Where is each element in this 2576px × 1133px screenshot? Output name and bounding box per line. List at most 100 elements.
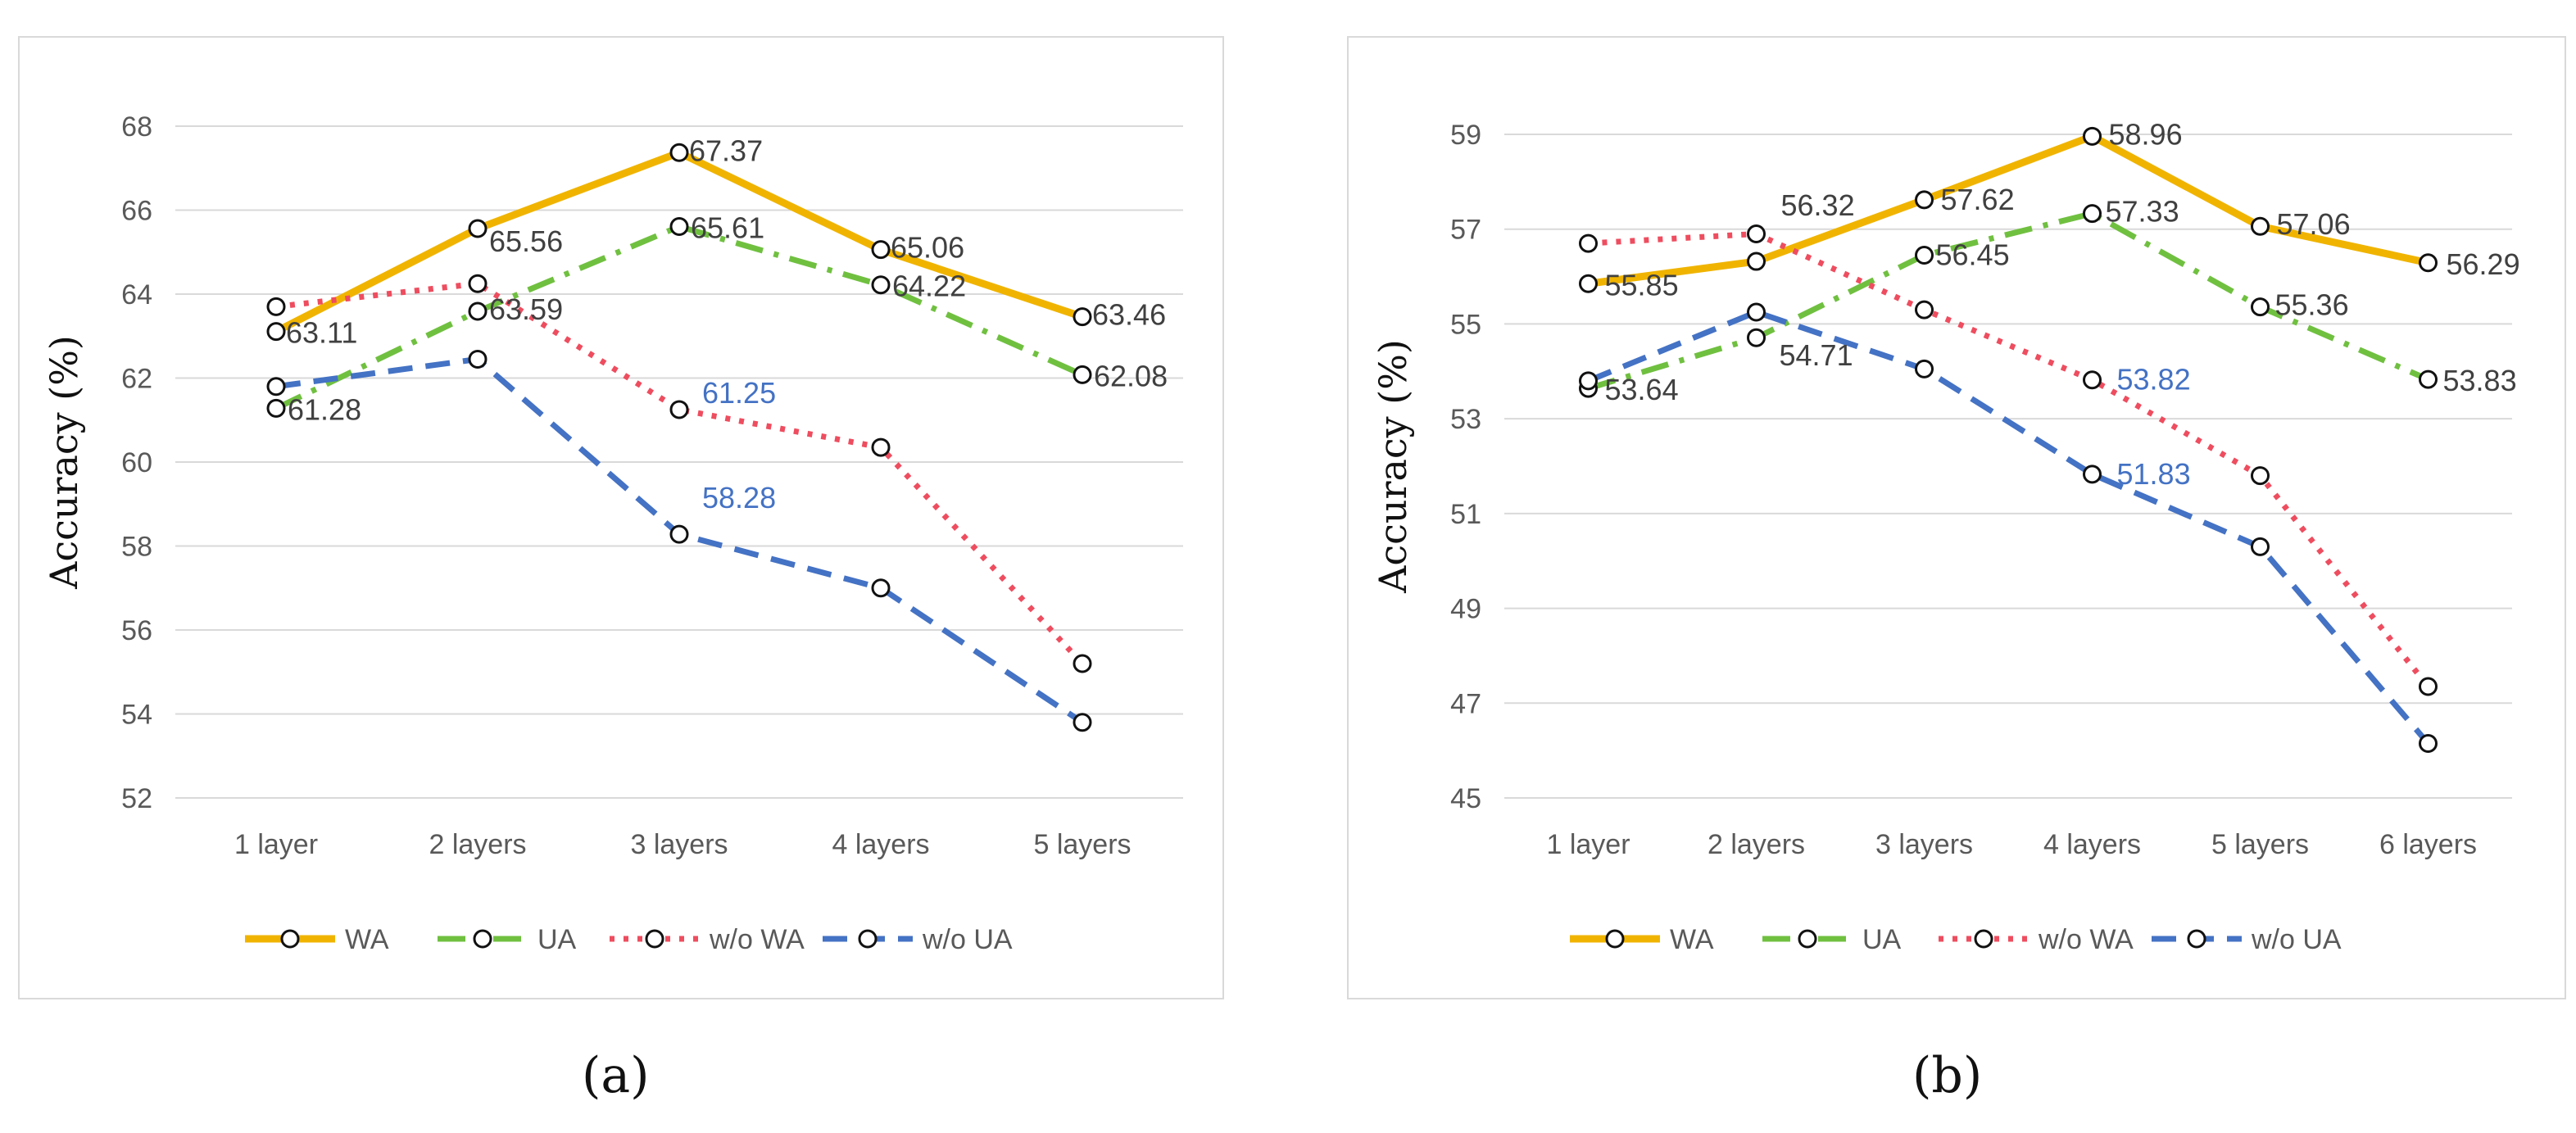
x-tick-label: 4 layers: [2043, 829, 2141, 860]
legend-marker: [1605, 929, 1625, 949]
legend-marker: [280, 929, 300, 949]
y-tick-label: 66: [121, 196, 152, 227]
data-label: 63.11: [286, 316, 357, 350]
x-tick-label: 5 layers: [1033, 829, 1131, 860]
x-tick-label: 1 layer: [234, 829, 318, 860]
x-tick-label: 3 layers: [630, 829, 728, 860]
data-label: 55.85: [1605, 268, 1679, 301]
data-point-marker: [871, 240, 891, 260]
x-tick-label: 6 layers: [2379, 829, 2477, 860]
x-tick-label: 2 layers: [1708, 829, 1805, 860]
data-point-marker: [871, 578, 891, 598]
x-tick-label: 5 layers: [2211, 829, 2309, 860]
data-label: 58.28: [702, 481, 776, 514]
data-point-marker: [468, 274, 488, 293]
data-point-marker: [2251, 537, 2270, 556]
caption-a: (a): [582, 1047, 650, 1104]
data-label: 63.46: [1092, 298, 1166, 332]
data-label: 56.32: [1781, 188, 1855, 222]
legend-label: w/o UA: [922, 924, 1013, 955]
data-label: 65.06: [891, 231, 964, 265]
data-point-marker: [669, 216, 689, 236]
data-label: 61.25: [702, 376, 776, 410]
data-point-marker: [1073, 365, 1092, 384]
data-label: 62.08: [1094, 359, 1168, 392]
data-point-marker: [1747, 252, 1766, 271]
data-label: 54.71: [1780, 338, 1853, 372]
data-point-marker: [1073, 654, 1092, 673]
y-tick-label: 58: [121, 532, 152, 563]
data-point-marker: [468, 349, 488, 369]
data-point-marker: [1747, 328, 1766, 347]
data-point-marker: [2083, 465, 2102, 484]
data-point-marker: [1073, 307, 1092, 327]
legend-label: WA: [1670, 924, 1714, 955]
y-tick-label: 52: [121, 783, 152, 814]
data-point-marker: [266, 377, 286, 397]
data-label: 57.62: [1941, 183, 2015, 216]
data-label: 53.64: [1605, 373, 1679, 406]
series-line-ua: [274, 223, 1084, 411]
data-label: 53.83: [2443, 364, 2517, 397]
y-tick-label: 62: [121, 364, 152, 395]
chart-panel-b: 45 47 49 51 53 55 57 59 1 layer 2 layers 3 layers 4…: [1347, 36, 2566, 999]
y-tick-label: 64: [121, 279, 152, 310]
y-tick-label: 53: [1450, 404, 1481, 435]
data-point-marker: [1747, 302, 1766, 322]
data-point-marker: [871, 275, 891, 295]
y-tick-label: 68: [121, 111, 152, 143]
legend-label: WA: [345, 924, 389, 955]
y-tick-label: 47: [1450, 688, 1481, 719]
legend-label: w/o UA: [2251, 924, 2342, 955]
data-label: 67.37: [689, 134, 763, 167]
data-point-marker: [2419, 677, 2438, 696]
data-point-marker: [2083, 370, 2102, 390]
caption-b: (b): [1912, 1047, 1983, 1104]
y-tick-label: 55: [1450, 309, 1481, 340]
data-point-marker: [2083, 126, 2102, 146]
data-point-marker: [669, 400, 689, 419]
data-point-marker: [1915, 190, 1934, 210]
y-tick-label: 45: [1450, 783, 1481, 814]
x-tick-label: 3 layers: [1875, 829, 1973, 860]
data-point-marker: [1579, 274, 1598, 293]
data-label: 55.36: [2275, 288, 2349, 322]
data-point-marker: [1915, 300, 1934, 320]
data-label: 61.28: [288, 392, 361, 426]
data-label: 56.29: [2447, 247, 2520, 281]
data-point-marker: [2251, 466, 2270, 486]
series-line-wa: [1587, 132, 2429, 288]
legend-marker: [645, 929, 664, 949]
data-point-marker: [1915, 246, 1934, 265]
data-point-marker: [2419, 369, 2438, 389]
data-label: 53.82: [2117, 363, 2191, 397]
data-label: 64.22: [892, 270, 966, 303]
x-tick-label: 1 layer: [1546, 829, 1630, 860]
data-label: 57.06: [2277, 207, 2351, 241]
data-point-marker: [2251, 297, 2270, 317]
data-label: 51.83: [2117, 457, 2191, 491]
data-point-marker: [1579, 371, 1598, 391]
data-point-marker: [2251, 216, 2270, 236]
data-point-marker: [266, 398, 286, 418]
series-line-w-o-wa: [275, 280, 1085, 666]
chart-panel-a: 52 54 56 58 60 62 64 66 68 1 layer 2 layers 3 layer…: [18, 36, 1224, 999]
series-line-ua: [1587, 211, 2429, 392]
legend-marker: [858, 929, 878, 949]
y-tick-label: 57: [1450, 215, 1481, 246]
y-tick-label: 60: [121, 447, 152, 478]
data-label: 56.45: [1936, 238, 2010, 272]
legend-marker: [1798, 929, 1817, 949]
data-point-marker: [468, 219, 488, 238]
data-label: 57.33: [2106, 195, 2179, 229]
data-label: 65.61: [691, 211, 764, 244]
data-label: 58.96: [2109, 117, 2183, 151]
data-label: 63.59: [489, 292, 563, 326]
data-label: 65.56: [489, 224, 563, 258]
legend-marker: [473, 929, 492, 949]
y-tick-label: 54: [121, 700, 152, 731]
y-tick-label: 49: [1450, 594, 1481, 625]
data-point-marker: [669, 143, 689, 162]
data-point-marker: [266, 322, 286, 342]
data-point-marker: [1747, 224, 1766, 243]
